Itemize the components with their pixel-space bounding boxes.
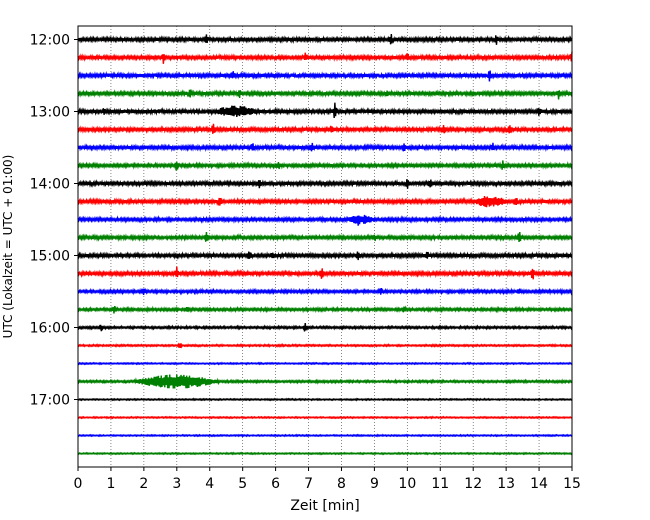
trace-1630 bbox=[77, 361, 573, 366]
x-tick-label: 7 bbox=[304, 476, 313, 492]
y-tick-label: 12:00 bbox=[30, 33, 70, 49]
trace-1430 bbox=[77, 214, 573, 226]
trace-1215 bbox=[77, 51, 573, 64]
x-axis-label: Zeit [min] bbox=[290, 498, 359, 514]
x-tick-label: 6 bbox=[271, 476, 280, 492]
x-axis-ticks: 0 1 2 3 4 5 6 7 8 9 10 11 12 13 14 15 bbox=[74, 467, 581, 492]
trace-1245 bbox=[77, 89, 573, 100]
x-tick-label: 15 bbox=[563, 476, 581, 492]
trace-1445 bbox=[77, 231, 573, 243]
x-tick-label: 10 bbox=[398, 476, 416, 492]
trace-1300 bbox=[77, 102, 573, 119]
x-tick-label: 8 bbox=[337, 476, 346, 492]
x-tick-label: 3 bbox=[172, 476, 181, 492]
y-tick-label: 14:00 bbox=[30, 177, 70, 193]
trace-1200 bbox=[77, 33, 573, 45]
trace-1730 bbox=[77, 433, 573, 438]
x-tick-label: 14 bbox=[530, 476, 548, 492]
trace-1330 bbox=[77, 142, 573, 153]
trace-1715 bbox=[77, 415, 573, 420]
y-axis-ticks: 12:00 13:00 14:00 15:00 16:00 17:00 bbox=[30, 33, 78, 409]
trace-1545 bbox=[77, 305, 573, 314]
trace-1645 bbox=[77, 374, 573, 389]
trace-1415 bbox=[77, 196, 573, 208]
x-tick-label: 4 bbox=[205, 476, 214, 492]
trace-series bbox=[77, 33, 573, 456]
trace-1315 bbox=[77, 123, 573, 135]
x-tick-label: 11 bbox=[431, 476, 449, 492]
x-tick-label: 1 bbox=[106, 476, 115, 492]
trace-1345 bbox=[77, 160, 573, 171]
trace-1400 bbox=[77, 178, 573, 189]
x-tick-label: 0 bbox=[74, 476, 83, 492]
x-tick-label: 13 bbox=[497, 476, 515, 492]
y-tick-label: 13:00 bbox=[30, 105, 70, 121]
trace-1530 bbox=[77, 287, 573, 296]
trace-1515 bbox=[77, 266, 573, 280]
trace-1615 bbox=[77, 342, 573, 349]
trace-1500 bbox=[77, 251, 573, 261]
x-tick-label: 2 bbox=[139, 476, 148, 492]
trace-1745 bbox=[77, 451, 573, 456]
y-axis-label: UTC (Lokalzeit = UTC + 01:00) bbox=[1, 155, 15, 339]
x-tick-label: 12 bbox=[464, 476, 482, 492]
x-tick-label: 5 bbox=[238, 476, 247, 492]
trace-1600 bbox=[77, 323, 573, 332]
y-tick-label: 16:00 bbox=[30, 321, 70, 337]
y-tick-label: 17:00 bbox=[30, 393, 70, 409]
trace-1230 bbox=[77, 70, 573, 82]
plot-frame bbox=[77, 25, 573, 468]
trace-1700 bbox=[77, 397, 573, 402]
x-tick-label: 9 bbox=[370, 476, 379, 492]
y-tick-label: 15:00 bbox=[30, 249, 70, 265]
